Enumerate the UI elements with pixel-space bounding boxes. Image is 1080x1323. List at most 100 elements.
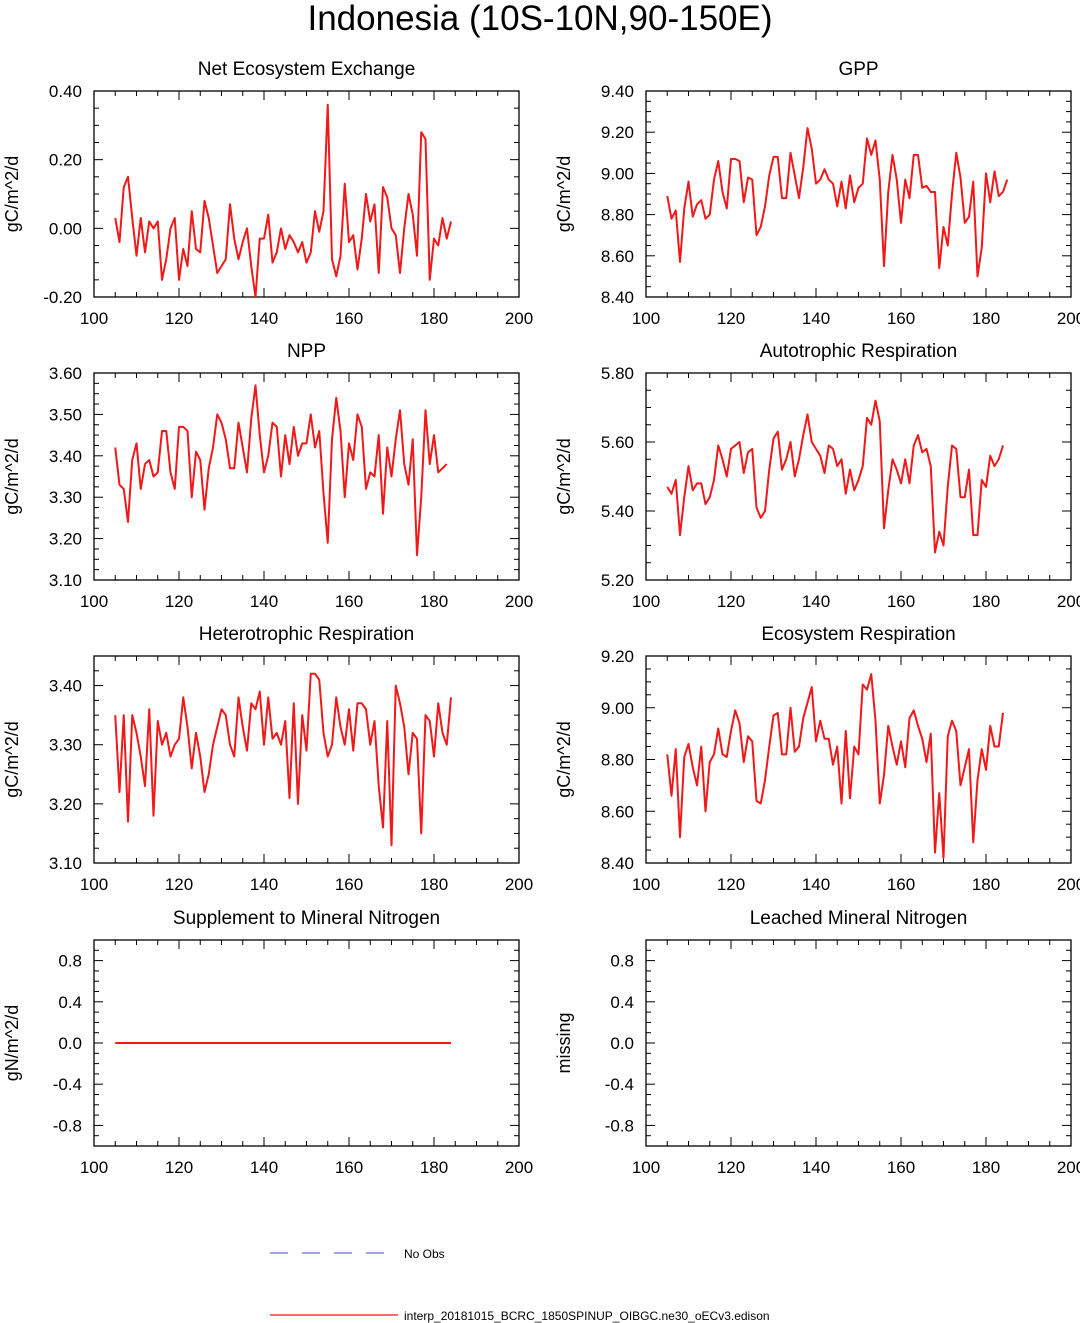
y-tick-label: 0.8 xyxy=(610,952,634,971)
series-line xyxy=(666,399,1004,554)
y-axis-label: gC/m^2/d xyxy=(2,156,22,232)
legend-label-model: interp_20181015_BCRC_1850SPINUP_OIBGC.ne… xyxy=(404,1309,770,1323)
plot-frame xyxy=(93,655,520,864)
y-tick-label: 9.20 xyxy=(601,647,634,666)
y-tick-label: 3.10 xyxy=(49,571,82,590)
panel-title: NPP xyxy=(287,341,326,362)
x-tick-label: 140 xyxy=(250,1158,278,1177)
chart-panel-0: Net Ecosystem Exchange 100 120 140 160 180 200… xyxy=(2,59,533,328)
x-tick-label: 180 xyxy=(420,875,448,894)
y-axis-label: gC/m^2/d xyxy=(2,721,22,797)
x-tick-label: 200 xyxy=(1057,1158,1080,1177)
x-tick-label: 140 xyxy=(250,309,278,328)
x-tick-label: 120 xyxy=(717,1158,745,1177)
panel-title: GPP xyxy=(838,59,878,80)
chart-panel-3: Autotrophic Respiration 100 120 140 160 180 20… xyxy=(554,341,1080,611)
x-tick-label: 140 xyxy=(802,309,830,328)
chart-panel-4: Heterotrophic Respiration 100 120 140 160 180… xyxy=(2,624,533,894)
y-tick-label: 3.30 xyxy=(49,488,82,507)
y-tick-label: 0.20 xyxy=(49,151,82,170)
y-tick-label: 3.20 xyxy=(49,795,82,814)
x-tick-label: 200 xyxy=(505,309,533,328)
y-tick-label: 5.80 xyxy=(601,364,634,383)
x-tick-label: 160 xyxy=(335,875,363,894)
y-tick-label: 3.40 xyxy=(49,447,82,466)
y-tick-label: 0.4 xyxy=(58,993,82,1012)
x-tick-label: 200 xyxy=(1057,309,1080,328)
x-tick-label: 180 xyxy=(420,1158,448,1177)
panel-title: Net Ecosystem Exchange xyxy=(198,59,416,80)
panel-title: Autotrophic Respiration xyxy=(760,341,958,362)
x-tick-label: 160 xyxy=(887,309,915,328)
y-tick-label: 9.20 xyxy=(601,123,634,142)
y-tick-label: 3.50 xyxy=(49,405,82,424)
panel-title: Leached Mineral Nitrogen xyxy=(750,908,968,929)
y-tick-label: -0.8 xyxy=(605,1116,634,1135)
panels-group: Net Ecosystem Exchange 100 120 140 160 180 200… xyxy=(2,59,1080,1177)
y-tick-label: 0.0 xyxy=(610,1034,634,1053)
series-line xyxy=(666,127,1009,278)
x-tick-label: 100 xyxy=(632,592,660,611)
x-tick-label: 100 xyxy=(80,1158,108,1177)
x-tick-label: 180 xyxy=(972,1158,1000,1177)
x-tick-label: 160 xyxy=(335,1158,363,1177)
plot-frame xyxy=(645,655,1072,864)
x-tick-label: 140 xyxy=(250,875,278,894)
legend-label-no-obs: No Obs xyxy=(404,1247,445,1261)
x-tick-label: 180 xyxy=(972,875,1000,894)
x-tick-label: 100 xyxy=(632,875,660,894)
x-tick-label: 120 xyxy=(717,875,745,894)
y-axis-label: gN/m^2/d xyxy=(2,1005,22,1081)
x-tick-label: 160 xyxy=(887,875,915,894)
plot-frame xyxy=(645,372,1072,581)
y-tick-label: 0.0 xyxy=(58,1034,82,1053)
y-tick-label: -0.4 xyxy=(605,1075,634,1094)
x-tick-label: 180 xyxy=(420,592,448,611)
x-tick-label: 180 xyxy=(420,309,448,328)
chart-panel-6: Supplement to Mineral Nitrogen 100 120 140 1… xyxy=(2,908,533,1177)
y-tick-label: 0.4 xyxy=(610,993,634,1012)
y-tick-label: 8.60 xyxy=(601,247,634,266)
x-tick-label: 140 xyxy=(802,592,830,611)
y-tick-label: 0.00 xyxy=(49,219,82,238)
y-tick-label: 5.60 xyxy=(601,433,634,452)
panel-title: Supplement to Mineral Nitrogen xyxy=(173,908,440,929)
x-tick-label: 180 xyxy=(972,309,1000,328)
chart-panel-5: Ecosystem Respiration 100 120 140 160 180 200 8… xyxy=(554,624,1080,894)
y-axis-label: gC/m^2/d xyxy=(554,156,574,232)
y-tick-label: 9.00 xyxy=(601,164,634,183)
y-tick-label: 3.40 xyxy=(49,677,82,696)
y-tick-label: 9.40 xyxy=(601,82,634,101)
y-tick-label: 0.8 xyxy=(58,952,82,971)
x-tick-label: 100 xyxy=(632,309,660,328)
figure-title: Indonesia (10S-10N,90-150E) xyxy=(307,0,772,38)
x-tick-label: 100 xyxy=(80,309,108,328)
chart-panel-7: Leached Mineral Nitrogen 100 120 140 160 180 2… xyxy=(554,908,1080,1177)
y-tick-label: 8.40 xyxy=(601,854,634,873)
x-tick-label: 120 xyxy=(165,875,193,894)
y-tick-label: 0.40 xyxy=(49,82,82,101)
y-tick-label: 3.20 xyxy=(49,530,82,549)
plot-frame xyxy=(93,90,520,298)
x-tick-label: 120 xyxy=(165,309,193,328)
x-tick-label: 100 xyxy=(80,592,108,611)
y-tick-label: 3.60 xyxy=(49,364,82,383)
x-tick-label: 140 xyxy=(802,875,830,894)
series-line xyxy=(666,673,1004,859)
x-tick-label: 100 xyxy=(632,1158,660,1177)
panel-title: Heterotrophic Respiration xyxy=(199,624,414,645)
x-tick-label: 100 xyxy=(80,875,108,894)
plot-frame xyxy=(645,90,1072,298)
y-tick-label: 8.80 xyxy=(601,206,634,225)
plot-frame xyxy=(645,939,1072,1147)
y-tick-label: -0.20 xyxy=(43,288,82,307)
x-tick-label: 200 xyxy=(1057,592,1080,611)
y-tick-label: -0.8 xyxy=(53,1116,82,1135)
chart-panel-1: GPP 100 120 140 160 180 200 8.40 8.60 8.80 9.00 9.2… xyxy=(554,59,1080,328)
x-tick-label: 200 xyxy=(505,1158,533,1177)
x-tick-label: 120 xyxy=(717,592,745,611)
y-tick-label: -0.4 xyxy=(53,1075,82,1094)
x-tick-label: 200 xyxy=(1057,875,1080,894)
y-tick-label: 5.40 xyxy=(601,502,634,521)
